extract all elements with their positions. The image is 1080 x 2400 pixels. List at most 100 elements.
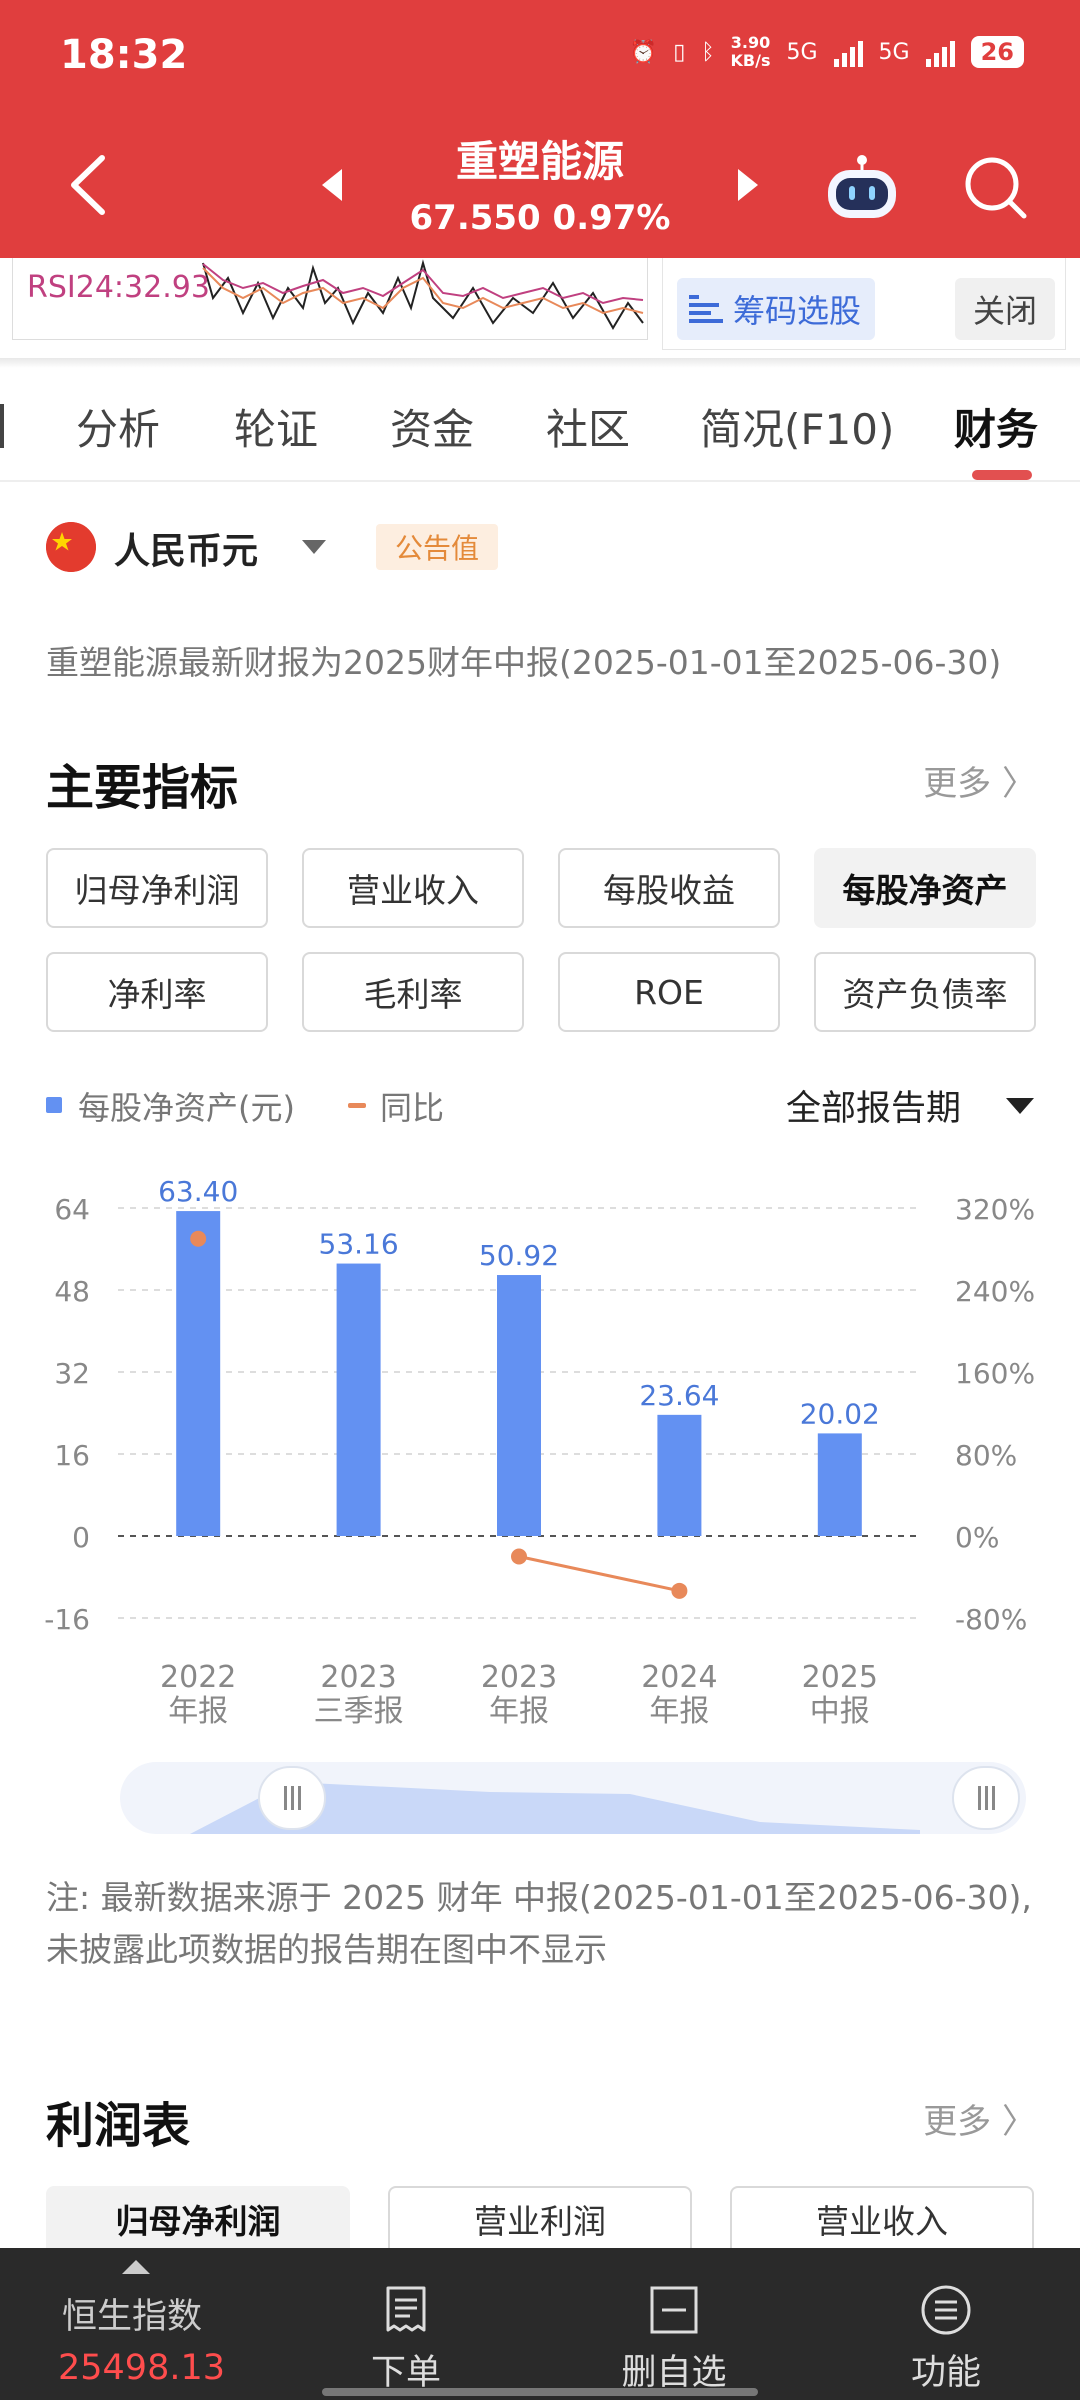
indicator-bvps-button[interactable]: 每股净资产 [814, 848, 1036, 928]
vibrate-icon: ▯ [673, 39, 686, 65]
index-name[interactable]: 恒生指数 [62, 2297, 203, 2337]
tab-analysis[interactable]: 分析 [76, 405, 161, 454]
active-tab-indicator [972, 470, 1032, 480]
profit-tab-net-profit[interactable]: 归母净利润 [46, 2186, 350, 2250]
announcement-value-badge: 公告值 [376, 524, 498, 570]
y-right-tick-label: 0% [955, 1521, 999, 1554]
period-selector[interactable]: 全部报告期 [786, 1089, 962, 1129]
robot-assistant-icon[interactable] [822, 152, 902, 222]
slider-left-handle[interactable] [258, 1766, 326, 1830]
menu-icon [921, 2285, 971, 2335]
function-label: 功能 [910, 2353, 981, 2393]
battery-icon: 26 [970, 36, 1024, 68]
status-time: 18:32 [60, 32, 188, 78]
rsi-lines [202, 259, 644, 330]
tab-finance[interactable]: 财务 [954, 405, 1039, 454]
tab-warrants[interactable]: 轮证 [234, 405, 319, 454]
indicator-debt-ratio-button[interactable]: 资产负债率 [814, 952, 1036, 1032]
indicator-revenue-button[interactable]: 营业收入 [302, 848, 524, 928]
bar [657, 1414, 702, 1536]
indicator-net-profit-button[interactable]: 归母净利润 [46, 848, 268, 928]
legend-bar-swatch [46, 1097, 62, 1113]
chip-select-label: 筹码选股 [733, 292, 862, 330]
rsi-label: RSI24:32.93 [27, 270, 210, 305]
signal-icon [925, 37, 955, 67]
yoy-line-segment [518, 1555, 680, 1593]
chart-footnote: 注: 最新数据来源于 2025 财年 中报(2025-01-01至2025-06… [46, 1878, 1032, 1969]
next-stock-icon[interactable] [732, 165, 762, 205]
y-right-tick-label: 320% [955, 1193, 1035, 1226]
close-button[interactable]: 关闭 [955, 278, 1055, 340]
y-left-tick-label: 16 [54, 1439, 90, 1472]
legend-bar-label: 每股净资产(元) [78, 1089, 295, 1127]
x-tick-label: 2022 [160, 1660, 236, 1695]
x-tick-label: 2023 [320, 1660, 396, 1695]
currency-selector[interactable]: 人民币元 [114, 531, 259, 572]
indicator-gross-margin-button[interactable]: 毛利率 [302, 952, 524, 1032]
yoy-point [190, 1230, 207, 1247]
rsi-mini-chart[interactable]: RSI24:32.93 [12, 258, 648, 340]
x-tick-label: 2024 [641, 1660, 717, 1695]
tab-community[interactable]: 社区 [546, 405, 631, 454]
stock-tabs: 分析 轮证 资金 社区 简况(F10) 财务 [0, 370, 1080, 482]
chevron-down-icon[interactable] [1006, 1098, 1034, 1114]
order-label: 下单 [370, 2353, 441, 2393]
y-right-tick-label: 240% [955, 1275, 1035, 1308]
tab-funds[interactable]: 资金 [390, 405, 475, 454]
yoy-point [671, 1582, 688, 1599]
prev-stock-icon[interactable] [318, 165, 348, 205]
network-speed: 3.90 KB/s [730, 33, 771, 70]
y-left-tick-label: 0 [72, 1521, 90, 1554]
profit-statement-title: 利润表 [46, 2098, 191, 2154]
search-icon[interactable] [960, 152, 1030, 222]
tab-overflow-edge [0, 404, 4, 448]
report-period-note: 重塑能源最新财报为2025财年中报(2025-01-01至2025-06-30) [46, 643, 1002, 682]
order-button[interactable]: 下单 [326, 2248, 486, 2400]
y-right-tick-label: -80% [955, 1603, 1027, 1636]
bar-value-label: 20.02 [800, 1397, 880, 1430]
main-indicators-title: 主要指标 [46, 760, 239, 816]
chip-panel: 筹码选股 关闭 [662, 258, 1066, 350]
x-tick-label: 三季报 [314, 1694, 404, 1729]
x-tick-label: 中报 [810, 1694, 870, 1729]
indicator-net-margin-button[interactable]: 净利率 [46, 952, 268, 1032]
app-header: 18:32 ⏰ ▯ ᛒ 3.90 KB/s 5G 5G 26 重塑能源 67.55… [0, 0, 1080, 258]
bar [497, 1275, 541, 1536]
order-icon [386, 2286, 426, 2332]
y-left-tick-label: 64 [54, 1193, 90, 1226]
chart-range-slider[interactable] [120, 1762, 1026, 1834]
profit-more-link[interactable]: 更多 〉 [923, 2102, 1036, 2142]
chevron-up-icon[interactable] [122, 2260, 150, 2274]
yoy-point [511, 1548, 527, 1565]
network-type-2: 5G [878, 39, 910, 65]
legend-line-swatch [348, 1103, 366, 1108]
home-indicator[interactable] [322, 2388, 758, 2396]
back-arrow-icon[interactable] [64, 150, 114, 220]
status-bar: 18:32 ⏰ ▯ ᛒ 3.90 KB/s 5G 5G 26 [0, 0, 1080, 115]
bar-value-label: 50.92 [479, 1239, 559, 1272]
y-left-tick-label: 32 [54, 1357, 90, 1390]
slider-right-handle[interactable] [952, 1766, 1020, 1830]
remove-watchlist-button[interactable]: 删自选 [594, 2248, 754, 2400]
profit-tab-revenue[interactable]: 营业收入 [730, 2186, 1034, 2250]
list-icon [689, 295, 723, 323]
chip-select-button[interactable]: 筹码选股 [677, 278, 875, 340]
bar [817, 1433, 862, 1536]
indicator-roe-button[interactable]: ROE [558, 952, 780, 1032]
bottom-toolbar: 恒生指数 25498.13 下单 删自选 功能 [0, 2248, 1080, 2400]
x-tick-label: 年报 [168, 1694, 228, 1729]
main-indicators-more-link[interactable]: 更多 〉 [923, 764, 1036, 804]
indicator-eps-button[interactable]: 每股收益 [558, 848, 780, 928]
tab-profile-f10[interactable]: 简况(F10) [700, 405, 895, 454]
status-icons: ⏰ ▯ ᛒ 3.90 KB/s 5G 5G 26 [630, 34, 1024, 70]
remove-watchlist-icon [650, 2286, 698, 2334]
chevron-down-icon[interactable] [302, 540, 326, 554]
profit-tab-operating-profit[interactable]: 营业利润 [388, 2186, 692, 2250]
function-button[interactable]: 功能 [866, 2248, 1026, 2400]
bar-value-label: 63.40 [158, 1175, 238, 1208]
divider [0, 358, 1080, 368]
y-right-tick-label: 160% [955, 1357, 1035, 1390]
x-tick-label: 2025 [802, 1660, 878, 1695]
bvps-chart: 64 48 32 16 0 -16 320% 240% 160% 80% 0% -80% 63.40 53… [44, 1175, 1035, 1729]
bar-value-label: 53.16 [319, 1228, 399, 1261]
